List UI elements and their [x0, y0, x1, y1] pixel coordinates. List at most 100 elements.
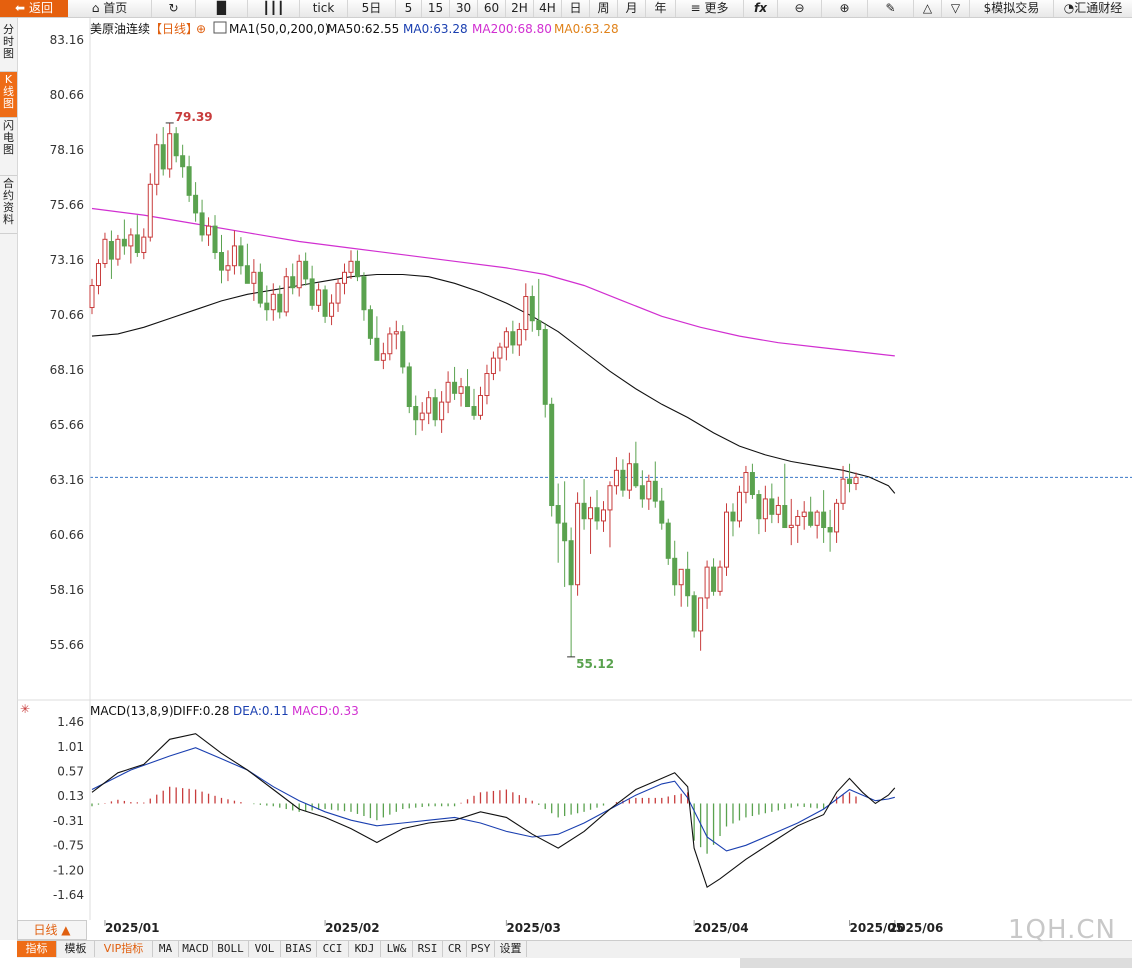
candle	[316, 283, 322, 312]
indicator-tab[interactable]: 指标	[17, 941, 57, 957]
low-label: 55.12	[576, 657, 614, 671]
sidebar-tab-timeshare[interactable]: 分时图	[0, 22, 17, 72]
candle	[665, 518, 671, 565]
macd-value-label: MACD:0.33	[292, 704, 359, 718]
candle	[782, 463, 788, 529]
period-button[interactable]: 月	[618, 0, 646, 17]
draw-button[interactable]: ✎	[868, 0, 914, 17]
indicator-tab[interactable]: VIP指标	[95, 941, 153, 957]
indicator-tab[interactable]: PSY	[467, 941, 495, 957]
candle	[685, 551, 691, 607]
period-button[interactable]: 4H	[534, 0, 562, 17]
candlestick-icon: ┃┃┃	[262, 1, 285, 15]
candle	[160, 127, 166, 176]
indicator-tab[interactable]: 模板	[57, 941, 95, 957]
home-button[interactable]: ⌂ 首页	[68, 0, 152, 17]
macd-title: MACD(13,8,9)	[90, 704, 174, 718]
sidebar-tab-contract-label: 合约资料	[3, 177, 14, 226]
candle	[549, 397, 555, 517]
candle	[89, 278, 95, 315]
indicator-tab[interactable]: KDJ	[349, 941, 381, 957]
candle-type-button[interactable]: ┃┃┃	[248, 0, 300, 17]
candle	[808, 496, 814, 528]
price-tick-label: 65.66	[50, 418, 84, 432]
indicator-tab[interactable]: VOL	[249, 941, 281, 957]
fx678-button[interactable]: ◔汇通财经	[1054, 0, 1132, 17]
candle	[322, 285, 328, 323]
candle	[523, 283, 529, 341]
indicator-tab[interactable]: CCI	[317, 941, 349, 957]
candle	[452, 366, 458, 400]
candle	[290, 263, 296, 295]
period-tick-label: tick	[312, 1, 335, 15]
candle	[367, 305, 373, 345]
horizontal-scrollbar[interactable]	[740, 958, 1132, 968]
chart-title-period: 【日线】	[150, 22, 198, 36]
indicator-tabs: 指标 模板 VIP指标 MA MACD BOLL VOL BIAS CCI KDJ LW& RSI CR…	[17, 940, 1132, 958]
period-button[interactable]: 60	[478, 0, 506, 17]
chart-title-name: 美原油连续	[90, 21, 150, 36]
chart-type-button[interactable]: ▐▌	[196, 0, 248, 17]
candle	[199, 199, 205, 242]
macd-diff-label: DIFF:0.28	[173, 704, 229, 718]
indicator-tab[interactable]: CR	[443, 941, 467, 957]
sidebar-tab-contract[interactable]: 合约资料	[0, 176, 17, 234]
period-button[interactable]: 年	[646, 0, 676, 17]
date-tick-label: 2025/02	[325, 921, 379, 935]
candle	[788, 498, 794, 546]
zoom-out-button[interactable]: ⊖	[778, 0, 822, 17]
period-button[interactable]: 2H	[506, 0, 534, 17]
indicator-tab[interactable]: LW&	[381, 941, 413, 957]
period-button[interactable]: 5	[396, 0, 422, 17]
ma0a-label: MA0:63.28	[403, 22, 468, 36]
indicator-tab[interactable]: RSI	[413, 941, 443, 957]
candle	[115, 234, 121, 266]
period-button[interactable]: 日	[562, 0, 590, 17]
indicator-tab[interactable]: BOLL	[213, 941, 249, 957]
candle	[516, 322, 522, 356]
sidebar-tab-kline[interactable]: K线图	[0, 72, 17, 118]
indicator-tab[interactable]: MACD	[179, 941, 213, 957]
period-button[interactable]: 15	[422, 0, 450, 17]
indicator-window-icon[interactable]	[213, 21, 227, 34]
down-button[interactable]: ▽	[942, 0, 970, 17]
back-label: 返回	[28, 1, 53, 15]
macd-settings-icon[interactable]: ✳	[20, 702, 30, 716]
candle	[167, 122, 173, 178]
period-button[interactable]: 5日	[348, 0, 396, 17]
period-button[interactable]: 30	[450, 0, 478, 17]
zoom-in-button[interactable]: ⊕	[822, 0, 868, 17]
sidebar-tab-flash[interactable]: 闪电图	[0, 118, 17, 176]
candle	[342, 263, 348, 295]
candle	[309, 265, 315, 310]
indicator-tab[interactable]: BIAS	[281, 941, 317, 957]
candle	[477, 386, 483, 420]
candle	[283, 267, 289, 317]
candle	[445, 371, 451, 414]
sim-trade-button[interactable]: $模拟交易	[970, 0, 1054, 17]
more-button[interactable]: ≡ 更多	[676, 0, 744, 17]
sidebar-tab-timeshare-label: 分时图	[3, 23, 14, 60]
candle	[769, 483, 775, 524]
bar-chart-icon: ▐▌	[212, 1, 231, 15]
settings-gear-icon[interactable]: ⊕	[196, 22, 206, 36]
range-selector[interactable]: 日线 ▲	[17, 920, 87, 940]
indicator-tab[interactable]: MA	[153, 941, 179, 957]
candle	[497, 342, 503, 372]
formula-button[interactable]: fx	[744, 0, 778, 17]
candle	[419, 402, 425, 431]
period-button[interactable]: 周	[590, 0, 618, 17]
price-tick-label: 73.16	[50, 253, 84, 267]
indicator-tab[interactable]: 设置	[495, 941, 527, 957]
back-button[interactable]: ⬅ 返回	[0, 0, 68, 17]
candle	[335, 278, 341, 312]
candle	[121, 219, 127, 255]
period-tick[interactable]: tick	[300, 0, 348, 17]
price-tick-label: 68.16	[50, 363, 84, 377]
refresh-button[interactable]: ↻	[152, 0, 196, 17]
candle	[529, 285, 535, 332]
candle	[633, 441, 639, 488]
candle	[762, 485, 768, 532]
up-button[interactable]: △	[914, 0, 942, 17]
